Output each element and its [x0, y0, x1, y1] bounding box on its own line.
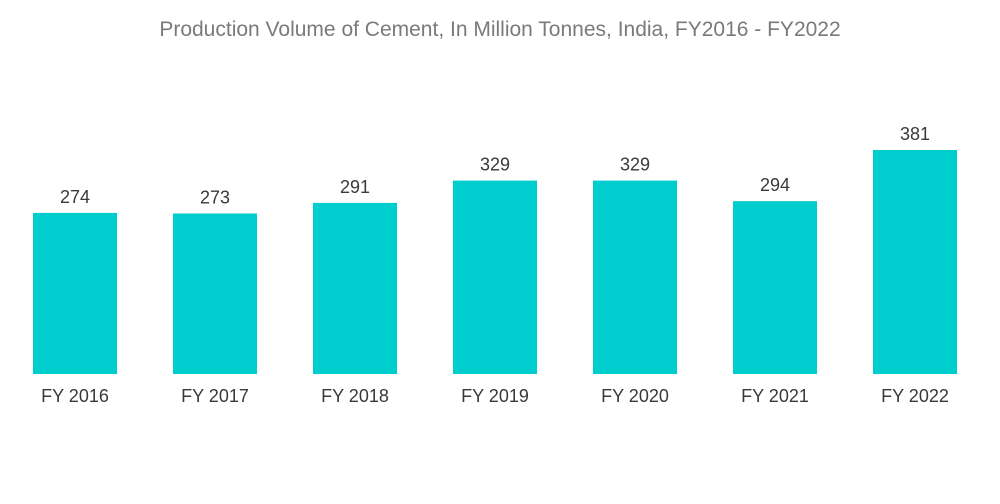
bar-fy-2016 — [33, 212, 117, 374]
bar-fy-2020 — [593, 180, 677, 374]
value-labels-layer: 274 273 291 329 329 294 381 — [60, 124, 930, 207]
bar-fy-2017 — [173, 213, 257, 374]
value-label: 273 — [200, 187, 230, 207]
bar-fy-2021 — [733, 201, 817, 374]
value-label: 329 — [480, 155, 510, 175]
x-tick-label: FY 2016 — [41, 386, 109, 406]
x-tick-label: FY 2021 — [741, 386, 809, 406]
chart-title: Production Volume of Cement, In Million … — [159, 18, 841, 41]
bars-layer — [33, 150, 957, 374]
value-label: 294 — [760, 175, 790, 195]
value-label: 291 — [340, 177, 370, 197]
x-tick-label: FY 2018 — [321, 386, 389, 406]
bar-fy-2018 — [313, 202, 397, 374]
x-tick-label: FY 2022 — [881, 386, 949, 406]
bar-fy-2022 — [873, 150, 957, 374]
value-label: 329 — [620, 155, 650, 175]
bar-fy-2019 — [453, 180, 537, 374]
x-axis-tick-labels: FY 2016 FY 2017 FY 2018 FY 2019 FY 2020 FY 20… — [41, 386, 949, 406]
x-tick-label: FY 2020 — [601, 386, 669, 406]
value-label: 274 — [60, 187, 90, 207]
x-tick-label: FY 2019 — [461, 386, 529, 406]
value-label: 381 — [900, 124, 930, 144]
x-tick-label: FY 2017 — [181, 386, 249, 406]
